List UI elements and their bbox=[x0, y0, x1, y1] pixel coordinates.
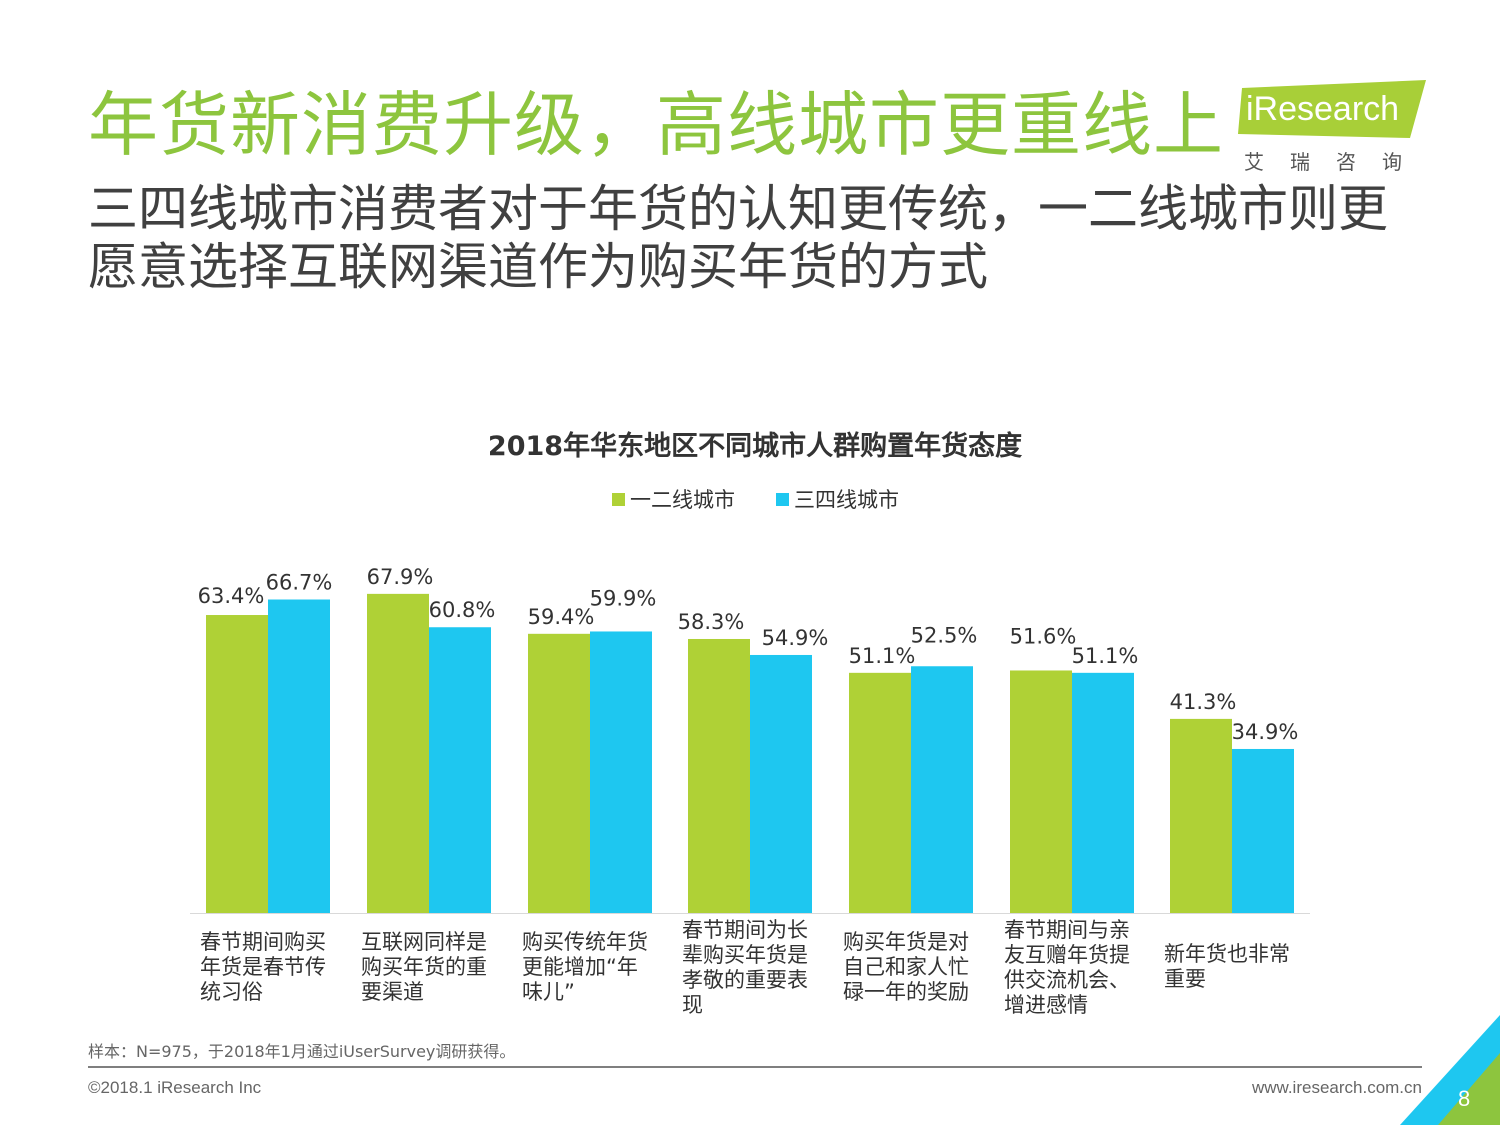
logo-text: iResearch bbox=[1246, 90, 1400, 128]
data-label-tier34-3: 59.9% bbox=[590, 586, 657, 610]
bar-tier12-4 bbox=[688, 638, 750, 913]
legend-swatch-series-1 bbox=[612, 492, 625, 506]
legend-label-series-2: 三四线城市 bbox=[794, 488, 899, 512]
data-label-tier12-4: 58.3% bbox=[678, 610, 745, 634]
website-link[interactable]: www.iresearch.com.cn bbox=[1251, 1078, 1422, 1097]
category-label-3: 购买传统年货更能增加“年味儿” bbox=[522, 930, 648, 1004]
logo-banner-shape bbox=[1238, 80, 1426, 138]
iresearch-logo: iResearch 艾瑞咨询 bbox=[1238, 80, 1428, 175]
bar-tier12-1 bbox=[206, 615, 268, 913]
bar-tier12-6 bbox=[1010, 670, 1072, 913]
bar-tier34-6 bbox=[1072, 672, 1134, 913]
data-label-tier34-7: 34.9% bbox=[1232, 720, 1299, 744]
chart-title: 2018年华东地区不同城市人群购置年货态度 bbox=[487, 431, 1023, 462]
category-label-4: 春节期间为长辈购买年货是孝敬的重要表现 bbox=[682, 918, 808, 1017]
data-label-tier34-2: 60.8% bbox=[429, 598, 496, 622]
bar-tier12-2 bbox=[367, 593, 429, 913]
bar-tier12-3 bbox=[528, 633, 590, 913]
data-label-tier34-1: 66.7% bbox=[266, 571, 333, 595]
data-label-tier12-1: 63.4% bbox=[198, 584, 265, 608]
data-label-tier12-2: 67.9% bbox=[367, 565, 434, 589]
page-number: 8 bbox=[1458, 1086, 1471, 1111]
logo-cn-text: 艾瑞咨询 bbox=[1244, 150, 1428, 174]
bar-tier34-1 bbox=[268, 599, 330, 913]
page-subtitle: 三四线城市消费者对于年货的认知更传统，一二线城市则更愿意选择互联网渠道作为购买年… bbox=[88, 180, 1388, 296]
bar-tier34-4 bbox=[750, 654, 812, 913]
corner-decoration bbox=[1400, 1015, 1500, 1125]
category-label-7: 新年货也非常重要 bbox=[1164, 942, 1290, 991]
category-label-6: 春节期间与亲友互赠年货提供交流机会、增进感情 bbox=[1004, 918, 1130, 1017]
data-label-tier34-5: 52.5% bbox=[911, 623, 978, 647]
data-label-tier12-6: 51.6% bbox=[1010, 624, 1077, 648]
data-label-tier34-6: 51.1% bbox=[1072, 644, 1139, 668]
page-title: 年货新消费升级，高线城市更重线上 bbox=[88, 84, 1224, 166]
bar-tier34-7 bbox=[1232, 748, 1294, 913]
copyright-text: ©2018.1 iResearch Inc bbox=[88, 1078, 262, 1097]
legend-item-series-1: 一二线城市 bbox=[612, 484, 735, 514]
data-label-tier12-5: 51.1% bbox=[849, 644, 916, 668]
legend-item-series-2: 三四线城市 bbox=[776, 484, 899, 514]
bar-tier34-2 bbox=[429, 627, 491, 913]
legend-label-series-1: 一二线城市 bbox=[630, 488, 735, 512]
chart-legend: 一二线城市 三四线城市 bbox=[0, 484, 1500, 514]
bar-tier34-3 bbox=[590, 631, 652, 913]
category-label-2: 互联网同样是购买年货的重要渠道 bbox=[361, 930, 487, 1004]
footer-divider bbox=[88, 1066, 1422, 1068]
sample-note: 样本：N=975，于2018年1月通过iUserSurvey调研获得。 bbox=[88, 1042, 516, 1061]
bar-tier34-5 bbox=[911, 666, 973, 913]
category-label-5: 购买年货是对自己和家人忙碌一年的奖励 bbox=[843, 930, 969, 1004]
bar-tier12-5 bbox=[849, 672, 911, 913]
bar-tier12-7 bbox=[1170, 718, 1232, 913]
data-label-tier12-3: 59.4% bbox=[528, 605, 595, 629]
data-label-tier12-7: 41.3% bbox=[1170, 690, 1237, 714]
data-label-tier34-4: 54.9% bbox=[762, 626, 829, 650]
category-label-1: 春节期间购买年货是春节传统习俗 bbox=[200, 930, 326, 1004]
legend-swatch-series-2 bbox=[776, 492, 789, 506]
